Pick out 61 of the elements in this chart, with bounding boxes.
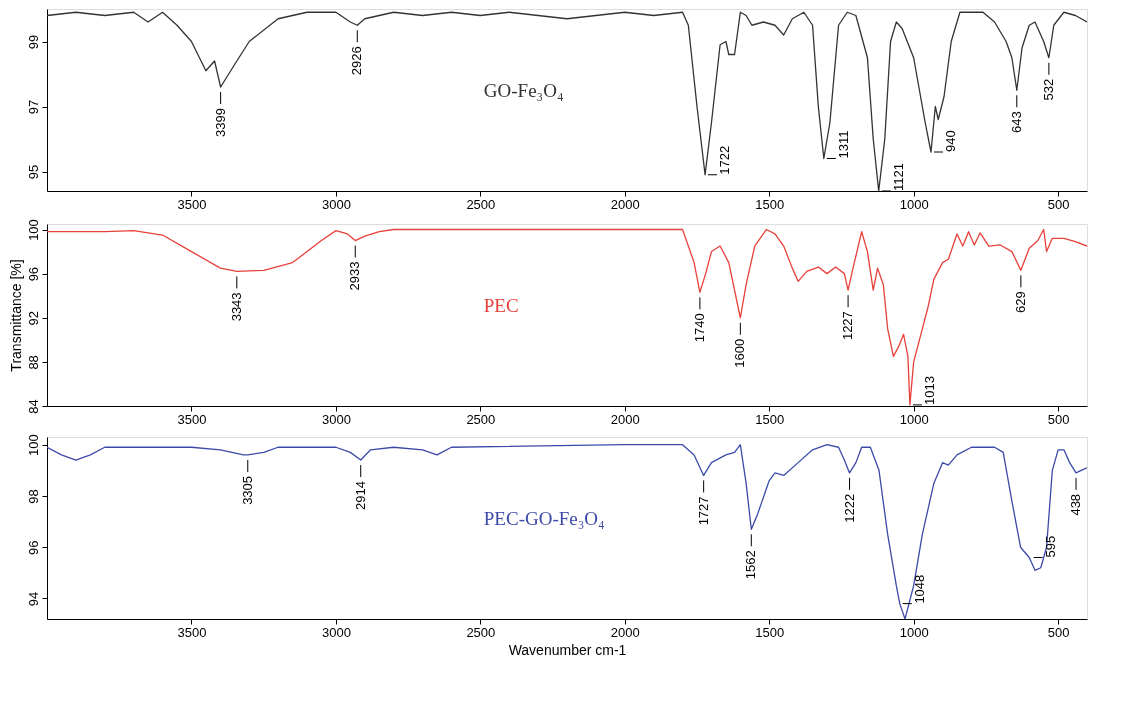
annotation: 940 — [943, 130, 958, 152]
annotation: 3399 — [212, 108, 228, 137]
annotation: 1727 — [695, 496, 711, 526]
annotation: 643 — [1008, 111, 1024, 133]
y-tick-label: 95 — [25, 164, 41, 180]
annotation: 629 — [1012, 291, 1028, 314]
y-tick-label: 84 — [25, 399, 41, 414]
annotation: 2926 — [349, 46, 365, 76]
x-tick-label: 3000 — [321, 196, 351, 212]
x-tick-label: 500 — [1047, 624, 1070, 640]
text: PEC — [483, 294, 519, 316]
x-tick-label: 2000 — [610, 624, 640, 640]
x-tick-label: 2500 — [466, 196, 496, 212]
x-tick-label: 3000 — [321, 411, 351, 427]
y-tick-label: 96 — [25, 540, 41, 555]
x-tick-label: 3000 — [321, 624, 351, 640]
text: PEC-GO-Fe₃O₄ — [483, 507, 605, 529]
annotation: 532 — [1040, 78, 1056, 101]
text: GO-Fe₃O₄ — [483, 79, 564, 101]
annotation: 438 — [1068, 493, 1084, 516]
annotation: 1227 — [840, 311, 856, 341]
x-tick-label: 1500 — [755, 411, 785, 427]
annotation: 595 — [1042, 535, 1058, 558]
y-tick-label: 99 — [25, 34, 41, 50]
y-tick-label: 97 — [25, 99, 41, 115]
annotation: 1013 — [921, 375, 937, 405]
annotation: 1222 — [841, 493, 857, 523]
x-tick-label: 1500 — [755, 624, 785, 640]
y-tick-label: 98 — [25, 489, 41, 504]
y-tick-label: 92 — [25, 311, 41, 326]
x-tick-label: 500 — [1047, 411, 1070, 427]
y-axis-title: Transmittance [%] — [7, 259, 24, 372]
y-tick-label: 100 — [25, 219, 41, 241]
annotation: 3343 — [228, 292, 244, 322]
y-tick-label: 96 — [25, 266, 41, 282]
annotation: 1311 — [835, 130, 851, 159]
annotation: 1722 — [717, 145, 733, 175]
annotation: 2933 — [347, 261, 363, 291]
x-tick-label: 500 — [1047, 196, 1070, 212]
annotation: 2914 — [352, 481, 368, 510]
x-tick-label: 2500 — [466, 624, 496, 640]
y-tick-label: 88 — [25, 355, 41, 370]
y-tick-label: 100 — [25, 434, 41, 457]
annotation: 1600 — [732, 338, 748, 368]
annotation: 3305 — [239, 475, 255, 505]
x-tick-label: 1000 — [899, 196, 929, 212]
x-tick-label: 1000 — [899, 411, 929, 427]
annotation: 1048 — [911, 574, 927, 604]
annotation: 1562 — [743, 550, 759, 580]
x-tick-label: 3500 — [177, 411, 207, 427]
annotation: 1740 — [691, 313, 707, 343]
y-tick-label: 94 — [25, 591, 41, 607]
x-tick-label: 1000 — [899, 624, 929, 640]
x-tick-label: 2500 — [466, 411, 496, 427]
x-tick-label: 2000 — [610, 196, 640, 212]
x-tick-label: 1500 — [755, 196, 785, 212]
x-tick-label: 3500 — [177, 624, 207, 640]
annotation: 1121 — [890, 163, 906, 191]
x-tick-label: 2000 — [610, 411, 640, 427]
x-tick-label: 3500 — [177, 196, 207, 212]
x-axis-title: Wavenumber cm-1 — [508, 641, 627, 658]
